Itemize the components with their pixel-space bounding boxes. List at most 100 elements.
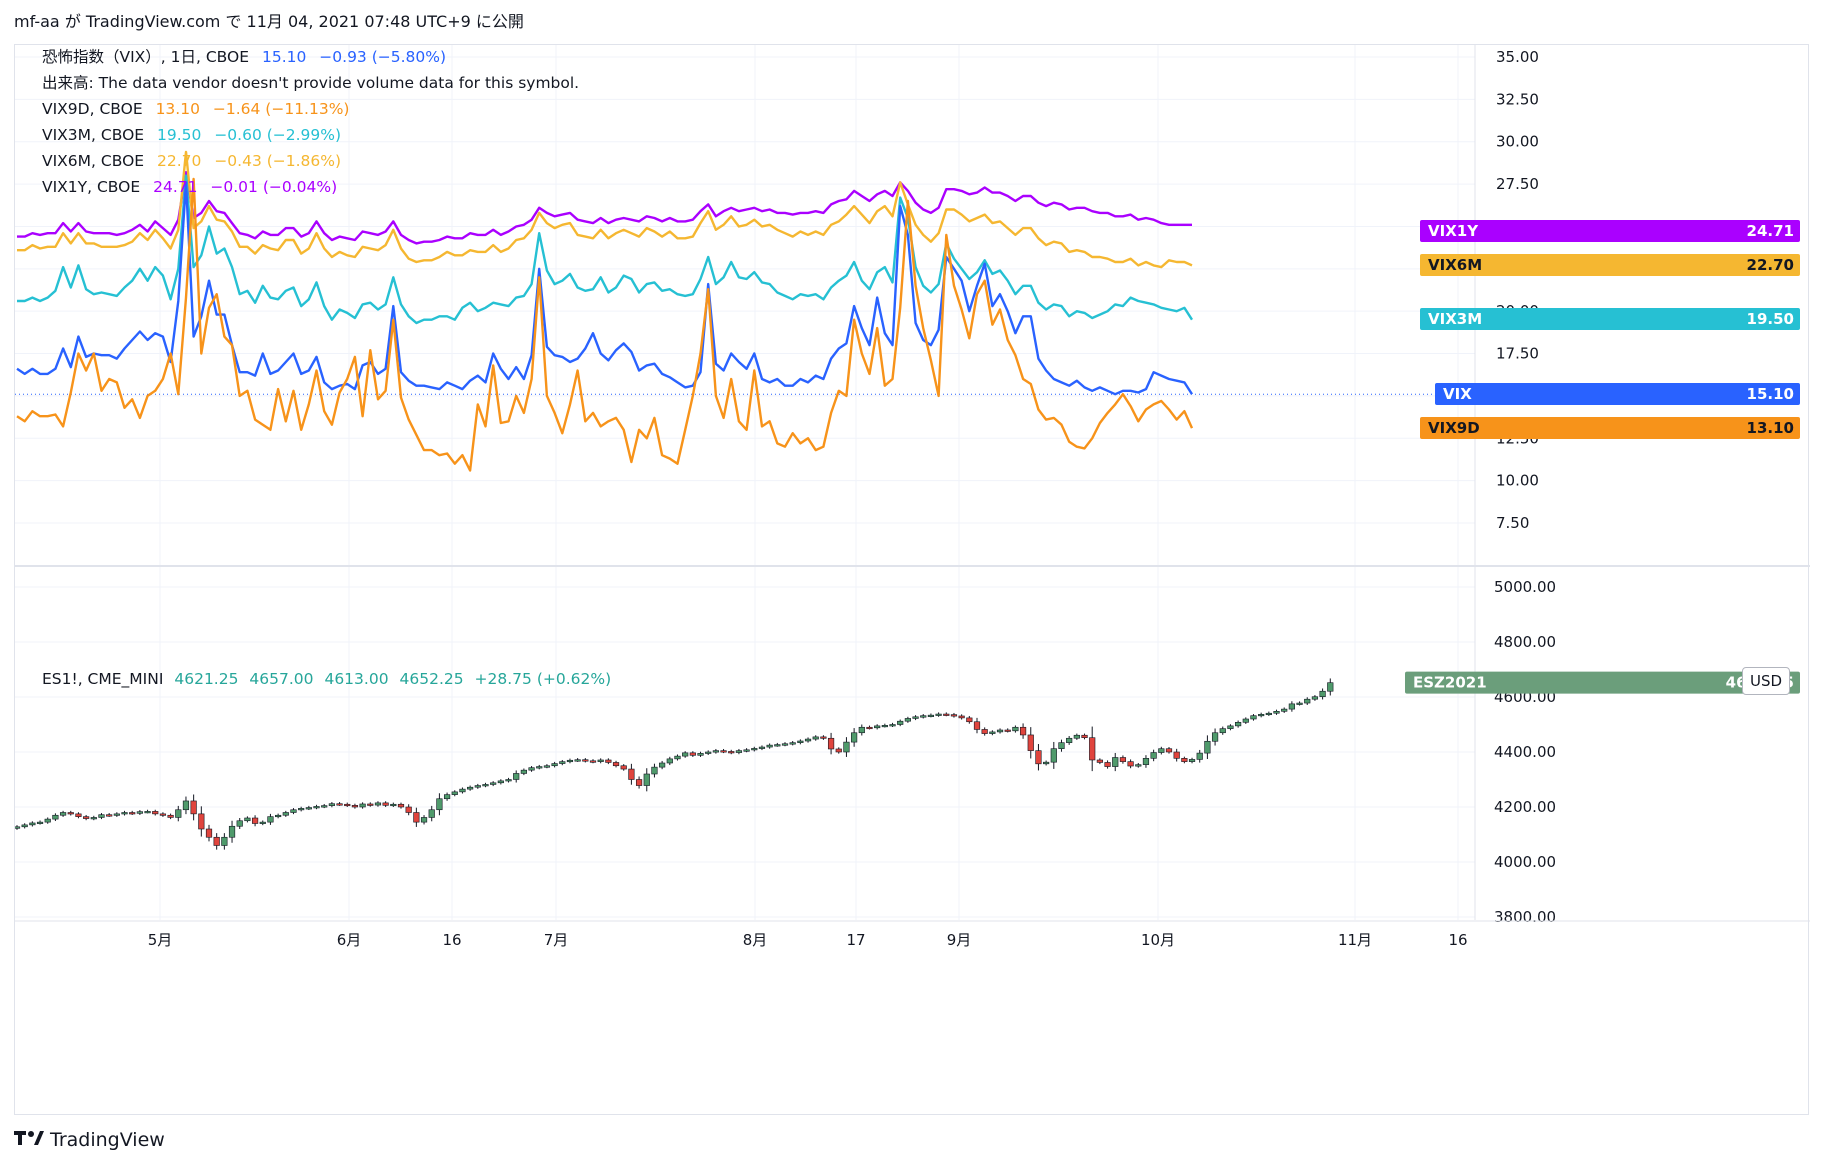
legend-es-change: +28.75 (+0.62%) bbox=[474, 670, 612, 688]
candle-body bbox=[912, 716, 919, 719]
candle-body bbox=[1288, 703, 1295, 710]
price-label-name-vix6m: VIX6M bbox=[1428, 256, 1482, 274]
candle-body bbox=[528, 767, 535, 771]
x-tick-label: 7月 bbox=[544, 931, 569, 949]
candle-body bbox=[897, 720, 904, 725]
price-label-name-vix: VIX bbox=[1443, 385, 1472, 403]
series-line-vix1y bbox=[17, 170, 1192, 245]
candle-body bbox=[1219, 728, 1226, 734]
candle-body bbox=[1104, 762, 1111, 767]
candle-body bbox=[313, 806, 320, 809]
y-tick-label-top: 30.00 bbox=[1496, 133, 1539, 151]
legend-vix9d[interactable]: VIX9D, CBOE 13.10 −1.64 (−11.13%) bbox=[42, 96, 579, 122]
candle-body bbox=[144, 811, 151, 814]
footer-brand[interactable]: TradingView bbox=[14, 1128, 165, 1152]
series-line-vix bbox=[16, 181, 1194, 396]
candle-body bbox=[582, 759, 589, 762]
candle-body bbox=[505, 779, 512, 782]
candle-body bbox=[44, 818, 51, 823]
candle-body bbox=[758, 746, 766, 749]
price-label-name-vix3m: VIX3M bbox=[1428, 310, 1482, 328]
price-label-bg-esz2021 bbox=[1405, 671, 1800, 694]
candle-body bbox=[83, 816, 90, 819]
candle-body bbox=[635, 779, 643, 786]
candle-body bbox=[497, 780, 504, 784]
candle-body bbox=[106, 814, 113, 817]
candle-body bbox=[712, 750, 719, 753]
candle-body bbox=[1204, 740, 1211, 754]
chart-svg[interactable]: 35.0032.5030.0027.5025.0022.5020.0017.50… bbox=[15, 45, 1810, 1116]
candle-body bbox=[966, 717, 973, 723]
candle-body bbox=[1158, 748, 1165, 753]
candle-body bbox=[597, 759, 604, 762]
candle-body bbox=[21, 824, 28, 828]
candle-body bbox=[67, 812, 74, 815]
legend-vix[interactable]: 恐怖指数（VIX）, 1日, CBOE 15.10 −0.93 (−5.80%) bbox=[42, 44, 579, 70]
candle-body bbox=[451, 791, 458, 795]
chart-frame[interactable]: 35.0032.5030.0027.5025.0022.5020.0017.50… bbox=[14, 44, 1810, 1116]
price-label-bg-vix bbox=[1435, 383, 1800, 405]
legend-es-name: ES1!, CME_MINI bbox=[42, 670, 164, 688]
candle-body bbox=[881, 725, 888, 728]
candle-body bbox=[182, 800, 190, 811]
candle-body bbox=[275, 814, 282, 818]
candle-body bbox=[390, 803, 397, 807]
legend-vix-value: 15.10 bbox=[261, 48, 307, 66]
legend-vix3m[interactable]: VIX3M, CBOE 19.50 −0.60 (−2.99%) bbox=[42, 122, 579, 148]
candle-body bbox=[328, 803, 335, 806]
legend-vix1y[interactable]: VIX1Y, CBOE 24.71 −0.01 (−0.04%) bbox=[42, 174, 579, 200]
legend-vix1y-value: 24.71 bbox=[153, 178, 198, 196]
candle-body bbox=[612, 762, 620, 767]
legend-volume-text: 出来高: The data vendor doesn't provide vol… bbox=[42, 74, 580, 92]
candle-body bbox=[659, 762, 666, 768]
x-tick-label: 6月 bbox=[337, 931, 362, 949]
candle-body bbox=[336, 803, 343, 806]
candle-body bbox=[129, 812, 136, 815]
candle-body bbox=[136, 811, 143, 814]
candle-body bbox=[1035, 750, 1042, 765]
candle-body bbox=[1112, 757, 1119, 767]
candle-body bbox=[282, 812, 289, 816]
candle-body bbox=[1196, 752, 1203, 760]
candle-body bbox=[1066, 737, 1073, 743]
candle-body bbox=[59, 812, 67, 816]
candle-body bbox=[589, 760, 597, 763]
candle-body bbox=[405, 806, 412, 813]
legend-vix6m[interactable]: VIX6M, CBOE 22.70 −0.43 (−1.86%) bbox=[42, 148, 579, 174]
legend-vix-change: −0.93 (−5.80%) bbox=[319, 48, 447, 66]
candle-body bbox=[413, 812, 420, 823]
candle-body bbox=[843, 741, 850, 753]
candle-body bbox=[1127, 761, 1134, 767]
candle-body bbox=[467, 786, 474, 790]
candle-body bbox=[244, 817, 251, 822]
candle-body bbox=[1019, 726, 1027, 736]
x-tick-label: 9月 bbox=[947, 931, 972, 949]
y-tick-label-top: 10.00 bbox=[1496, 472, 1539, 490]
candle-body bbox=[705, 751, 712, 754]
price-label-value-vix3m: 19.50 bbox=[1747, 310, 1794, 328]
candle-body bbox=[428, 809, 435, 818]
candle-body bbox=[1188, 759, 1196, 762]
candle-body bbox=[743, 749, 750, 752]
candle-body bbox=[643, 773, 650, 786]
candle-body bbox=[674, 755, 681, 760]
candle-body bbox=[789, 742, 796, 745]
legend-vix1y-change: −0.01 (−0.04%) bbox=[210, 178, 338, 196]
candle-body bbox=[920, 715, 927, 718]
candle-body bbox=[1211, 732, 1219, 742]
currency-badge[interactable]: USD bbox=[1742, 667, 1790, 695]
x-tick-label: 5月 bbox=[148, 931, 173, 949]
legend-vix9d-name: VIX9D, CBOE bbox=[42, 100, 143, 118]
candle-body bbox=[290, 809, 297, 813]
legend-bottom[interactable]: ES1!, CME_MINI 4621.25 4657.00 4613.00 4… bbox=[42, 666, 611, 692]
legend-vix3m-change: −0.60 (−2.99%) bbox=[214, 126, 342, 144]
candle-body bbox=[1073, 734, 1080, 739]
candle-body bbox=[536, 766, 543, 769]
candle-body bbox=[981, 729, 988, 734]
y-tick-label-top: 32.50 bbox=[1496, 90, 1539, 108]
series-line-vix9d bbox=[16, 177, 1194, 472]
legend-es-close: 4652.25 bbox=[399, 670, 464, 688]
y-tick-label-bottom: 4000.00 bbox=[1494, 853, 1556, 871]
candle-body bbox=[889, 724, 896, 727]
candle-body bbox=[1235, 721, 1242, 727]
